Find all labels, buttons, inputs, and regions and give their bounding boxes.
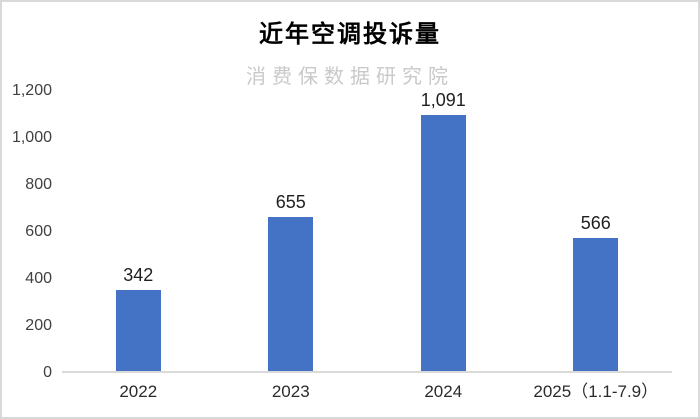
bar-group-2024: 1,091 (367, 90, 520, 371)
bar-value-label: 1,091 (420, 90, 466, 110)
y-axis-tick: 200 (25, 317, 52, 334)
chart-title: 近年空调投诉量 (259, 22, 441, 48)
y-axis-tick: 1,000 (11, 129, 52, 146)
x-axis-labels: 2022 2023 2024 2025（1.1-7.9） (62, 381, 672, 402)
x-axis-label-2024: 2024 (424, 382, 463, 401)
x-axis-label-2023: 2023 (271, 382, 310, 401)
bar-value-label: 566 (580, 212, 611, 233)
x-axis-label-2025: 2025（1.1-7.9） (533, 382, 659, 401)
bar-2022 (115, 290, 161, 371)
y-axis-tick: 600 (25, 223, 52, 240)
y-axis-tick: 800 (25, 176, 52, 193)
y-axis-tick: 0 (43, 364, 52, 381)
bar-2025 (573, 237, 619, 371)
x-axis-label-2022: 2022 (119, 382, 158, 401)
bar-value-label: 342 (123, 265, 154, 286)
bar-2024 (420, 115, 466, 371)
plot-area: 342 655 1,091 566 (62, 90, 672, 373)
y-axis-tick: 1,200 (11, 82, 52, 99)
bar-2023 (268, 216, 314, 371)
bar-value-label: 655 (275, 191, 306, 212)
watermark: 消费保数据研究院 (246, 66, 454, 88)
bar-group-2023: 655 (215, 90, 368, 371)
bar-group-2025: 566 (520, 90, 673, 371)
bar-group-2022: 342 (62, 90, 215, 371)
y-axis-tick: 400 (25, 270, 52, 287)
